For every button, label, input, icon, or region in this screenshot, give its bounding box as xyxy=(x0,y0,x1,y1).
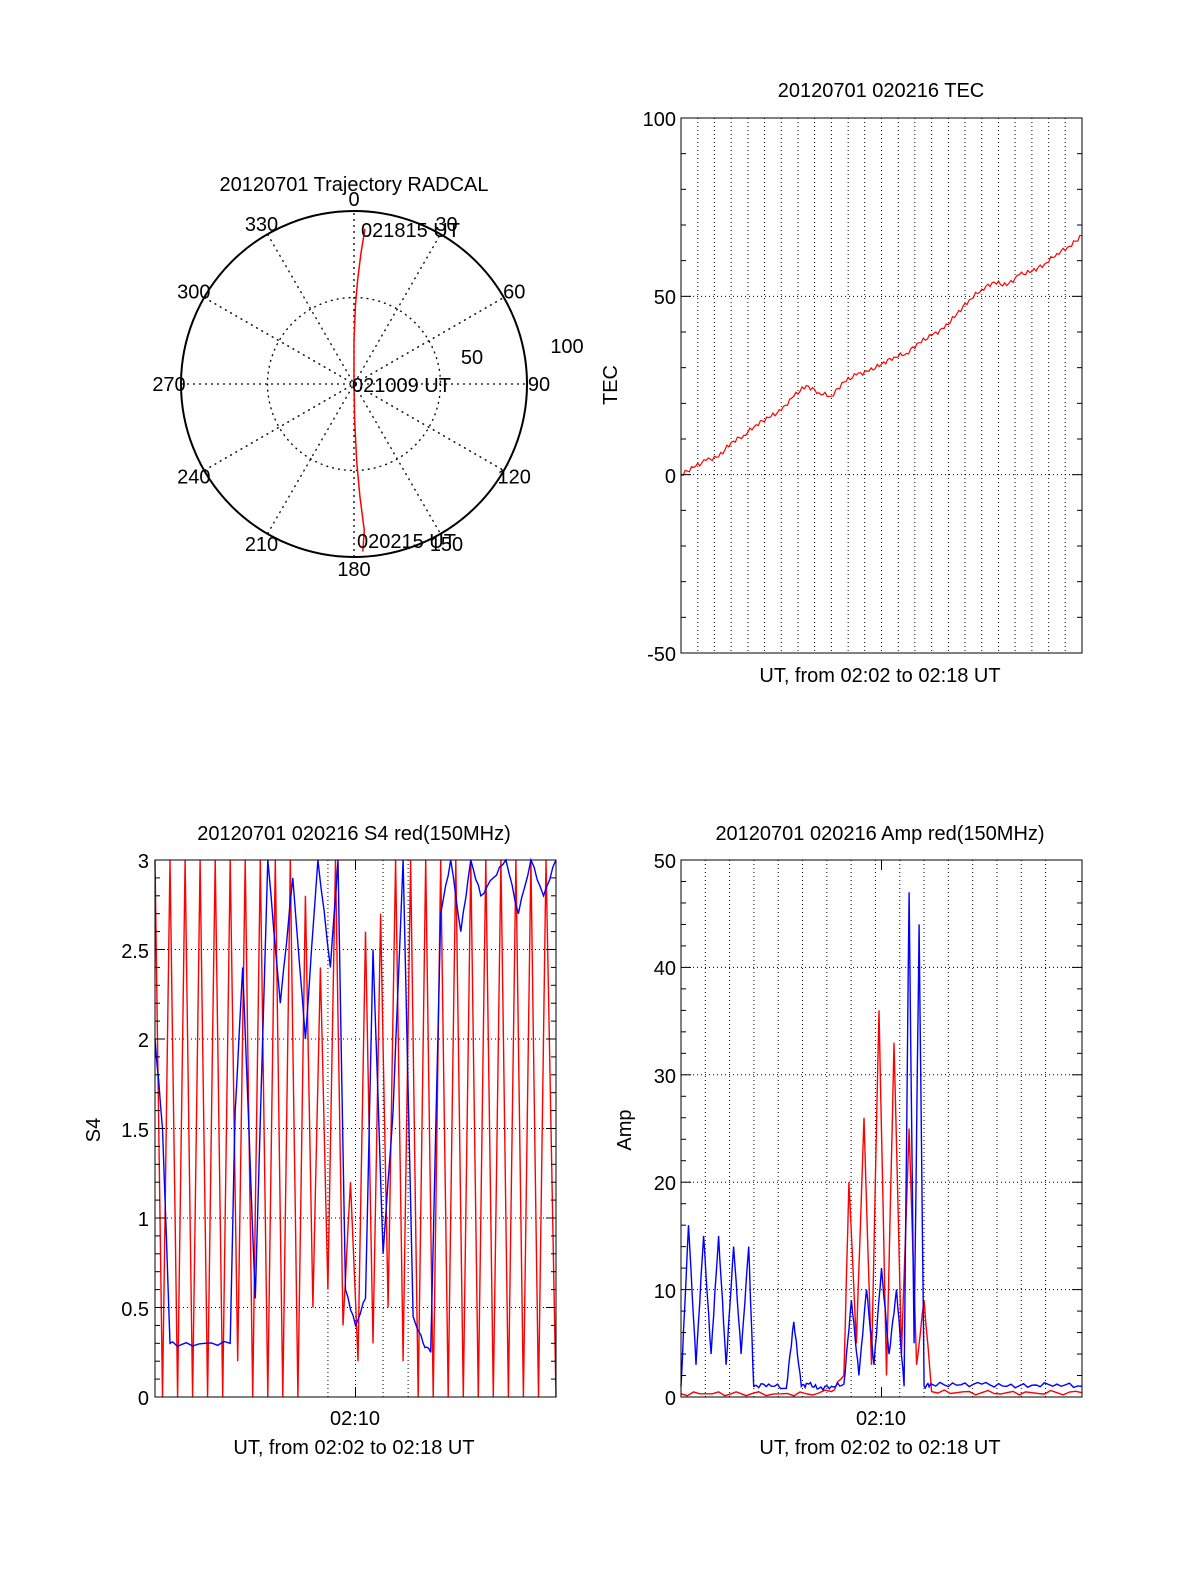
polar-angle-label-240: 240 xyxy=(177,467,210,489)
s4-blue-series-line xyxy=(154,857,557,1353)
amp-ylabel: Amp xyxy=(614,1109,636,1150)
polar-angle-label-150: 150 xyxy=(430,534,463,556)
amp-xtick-0210: 02:10 xyxy=(856,1408,906,1430)
s4-ytick-3: 3 xyxy=(138,851,149,873)
amp-ytick-20: 20 xyxy=(654,1173,676,1195)
amp-title: 20120701 020216 Amp red(150MHz) xyxy=(715,823,1044,845)
polar-grid xyxy=(181,211,527,557)
polar-angle-label-0: 0 xyxy=(348,189,359,211)
s4-ytick-2.5: 2.5 xyxy=(121,941,149,963)
polar-radius-label-100: 100 xyxy=(550,336,583,358)
polar-angle-label-120: 120 xyxy=(498,467,531,489)
polar-angle-label-210: 210 xyxy=(245,534,278,556)
tec-title: 20120701 020216 TEC xyxy=(778,80,984,102)
tec-plot-frame xyxy=(680,117,1083,654)
polar-grid-spoke xyxy=(266,233,442,535)
tec-chart: 20120701 020216 TEC 100 50 0 -50 TEC UT,… xyxy=(600,80,1083,687)
polar-outer-circle xyxy=(180,210,528,558)
polar-angle-label-330: 330 xyxy=(245,214,278,236)
tec-grid xyxy=(681,118,1082,653)
amp-ytick-40: 40 xyxy=(654,958,676,980)
s4-xtick-0210: 02:10 xyxy=(330,1408,380,1430)
amp-grid xyxy=(681,860,1082,1397)
polar-time-label-start: 021815 UT xyxy=(361,220,460,242)
polar-time-label-mid: 021009 UT xyxy=(352,375,451,397)
polar-angle-label-180: 180 xyxy=(337,559,370,581)
amp-red-series-line xyxy=(680,1010,1083,1397)
s4-chart: 20120701 020216 S4 red(150MHz) 0 0.5 1 1… xyxy=(83,823,557,1459)
tec-ylabel: TEC xyxy=(600,365,622,405)
amp-ytick-10: 10 xyxy=(654,1281,676,1303)
polar-angle-label-300: 300 xyxy=(177,282,210,304)
polar-title: 20120701 Trajectory RADCAL xyxy=(219,174,488,196)
polar-time-label-end: 020215 UT xyxy=(357,531,456,553)
s4-red-series-line xyxy=(154,859,557,1398)
tec-series-line xyxy=(680,234,1083,477)
s4-xlabel: UT, from 02:02 to 02:18 UT xyxy=(233,1437,474,1459)
s4-ytick-1: 1 xyxy=(138,1209,149,1231)
amp-ytick-50: 50 xyxy=(654,851,676,873)
s4-ytick-2: 2 xyxy=(138,1030,149,1052)
polar-angle-labels: 0 30 60 90 120 150 180 210 240 270 300 330 xyxy=(152,189,550,581)
s4-ytick-0.5: 0.5 xyxy=(121,1299,149,1321)
polar-grid-spoke xyxy=(266,233,442,535)
s4-ticks xyxy=(155,860,556,1398)
amp-ytick-0: 0 xyxy=(665,1388,676,1410)
amp-ytick-30: 30 xyxy=(654,1066,676,1088)
tec-ytick-100: 100 xyxy=(643,109,676,131)
polar-grid-spoke xyxy=(203,296,505,472)
amp-xlabel: UT, from 02:02 to 02:18 UT xyxy=(759,1437,1000,1459)
tec-ytick-neg50: -50 xyxy=(647,644,676,666)
polar-angle-label-270: 270 xyxy=(152,374,185,396)
tec-ytick-0: 0 xyxy=(665,466,676,488)
polar-angle-label-60: 60 xyxy=(503,282,525,304)
amp-chart: 20120701 020216 Amp red(150MHz) 0 10 20 … xyxy=(614,823,1083,1459)
amp-blue-series-line xyxy=(680,892,1083,1392)
polar-angle-label-30: 30 xyxy=(435,214,457,236)
s4-ytick-0: 0 xyxy=(138,1388,149,1410)
polar-trajectory-line xyxy=(353,228,366,552)
tec-ticks xyxy=(681,117,1082,654)
tec-ytick-50: 50 xyxy=(654,287,676,309)
s4-ytick-1.5: 1.5 xyxy=(121,1120,149,1142)
s4-title: 20120701 020216 S4 red(150MHz) xyxy=(197,823,511,845)
trajectory-polar-chart: 20120701 Trajectory RADCAL 0 30 60 90 120 150… xyxy=(152,174,583,581)
tec-xlabel: UT, from 02:02 to 02:18 UT xyxy=(759,665,1000,687)
polar-radius-label-50: 50 xyxy=(461,347,483,369)
polar-angle-label-90: 90 xyxy=(528,374,550,396)
polar-grid-spoke xyxy=(203,296,505,472)
s4-ylabel: S4 xyxy=(83,1118,105,1142)
amp-ticks xyxy=(681,859,1082,1398)
